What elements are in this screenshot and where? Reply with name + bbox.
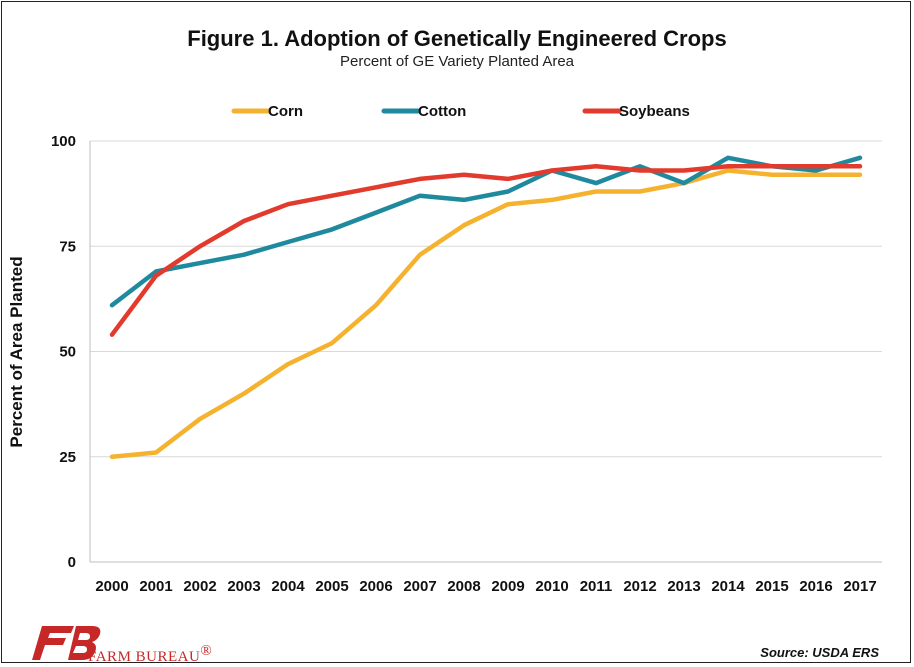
farm-bureau-logo-icon bbox=[32, 626, 101, 660]
x-tick-label: 2010 bbox=[535, 578, 568, 595]
x-tick-label: 2005 bbox=[315, 578, 348, 595]
legend-item-soybeans: Soybeans bbox=[582, 103, 690, 120]
legend-label: Cotton bbox=[418, 103, 466, 120]
y-tick-label: 50 bbox=[59, 344, 76, 361]
y-tick-label: 100 bbox=[51, 133, 76, 150]
source-note: Source: USDA ERS bbox=[760, 645, 879, 660]
y-tick-label: 75 bbox=[59, 238, 76, 255]
x-tick-label: 2012 bbox=[623, 578, 656, 595]
legend: Corn Cotton Soybeans bbox=[231, 103, 690, 120]
x-tick-label: 2006 bbox=[359, 578, 392, 595]
y-tick-label: 0 bbox=[68, 554, 76, 571]
x-tick-label: 2016 bbox=[799, 578, 832, 595]
legend-item-corn: Corn bbox=[231, 103, 303, 120]
x-tick-label: 2008 bbox=[447, 578, 480, 595]
series-line-cotton bbox=[109, 155, 863, 308]
x-tick-label: 2015 bbox=[755, 578, 788, 595]
legend-label: Corn bbox=[268, 103, 303, 120]
x-tick-label: 2014 bbox=[711, 578, 745, 595]
x-tick-label: 2000 bbox=[95, 578, 128, 595]
chart-title: Figure 1. Adoption of Genetically Engine… bbox=[187, 26, 726, 51]
x-tick-label: 2002 bbox=[183, 578, 216, 595]
series-lines bbox=[109, 155, 863, 460]
legend-item-cotton: Cotton bbox=[381, 103, 466, 120]
series-line-soybeans bbox=[109, 164, 863, 337]
y-tick-label: 25 bbox=[59, 449, 76, 466]
brand-name: FARM BUREAU® bbox=[88, 643, 212, 662]
x-tick-label: 2004 bbox=[271, 578, 305, 595]
x-axis-ticks: 2000 2001 2002 2003 2004 2005 2006 2007 2008 2009… bbox=[95, 578, 876, 595]
x-tick-label: 2009 bbox=[491, 578, 524, 595]
x-tick-label: 2007 bbox=[403, 578, 436, 595]
x-tick-label: 2001 bbox=[139, 578, 172, 595]
chart-subtitle: Percent of GE Variety Planted Area bbox=[340, 53, 575, 70]
legend-label: Soybeans bbox=[619, 103, 690, 120]
gridlines bbox=[89, 140, 882, 563]
y-axis-ticks: 0 25 50 75 100 bbox=[51, 133, 76, 571]
x-tick-label: 2011 bbox=[580, 578, 613, 595]
x-tick-label: 2017 bbox=[843, 578, 876, 595]
x-tick-label: 2003 bbox=[227, 578, 260, 595]
series-line-corn bbox=[109, 168, 863, 460]
x-tick-label: 2013 bbox=[667, 578, 700, 595]
y-axis-label: Percent of Area Planted bbox=[7, 256, 26, 447]
brand-registered-mark: ® bbox=[200, 643, 212, 659]
